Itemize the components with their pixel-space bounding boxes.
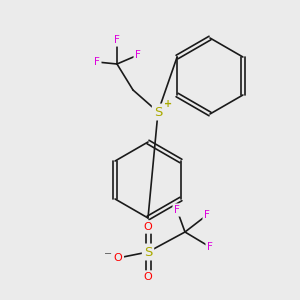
Text: O: O <box>144 222 152 232</box>
Text: O: O <box>144 272 152 282</box>
Text: F: F <box>114 35 120 45</box>
Text: F: F <box>94 57 100 67</box>
Text: S: S <box>144 245 152 259</box>
Text: +: + <box>164 99 172 109</box>
Text: F: F <box>204 210 210 220</box>
Text: F: F <box>207 242 213 252</box>
Text: F: F <box>174 205 180 215</box>
Text: S: S <box>154 106 162 118</box>
Text: O: O <box>114 253 122 263</box>
Text: −: − <box>104 249 112 259</box>
Text: F: F <box>135 50 141 60</box>
